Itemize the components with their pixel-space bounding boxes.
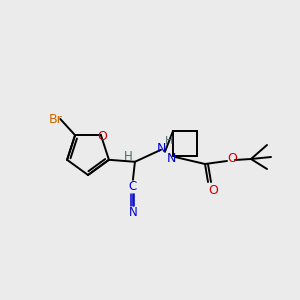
Text: H: H [165, 136, 173, 146]
Text: H: H [124, 150, 132, 163]
Text: C: C [129, 180, 137, 193]
Text: N: N [157, 142, 167, 155]
Text: O: O [208, 184, 218, 196]
Text: N: N [128, 206, 137, 219]
Text: O: O [227, 152, 237, 166]
Text: Br: Br [48, 112, 62, 125]
Text: N: N [166, 152, 176, 164]
Text: O: O [97, 130, 107, 143]
